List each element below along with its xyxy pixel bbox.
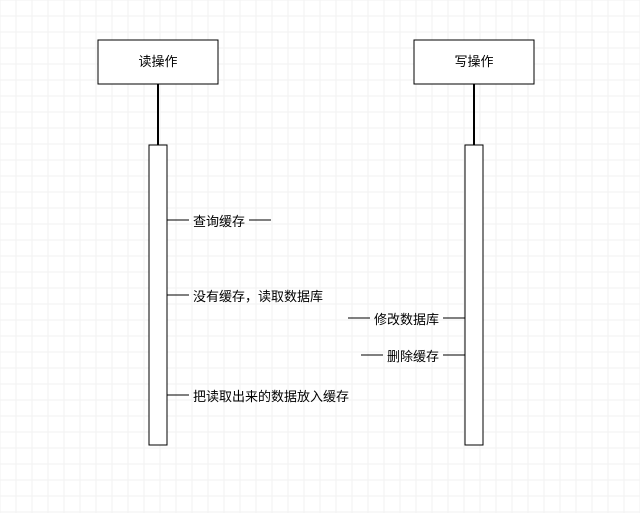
diagram-svg	[0, 0, 640, 513]
diagram-canvas: 读操作查询缓存没有缓存，读取数据库把读取出来的数据放入缓存写操作修改数据库删除缓…	[0, 0, 640, 513]
